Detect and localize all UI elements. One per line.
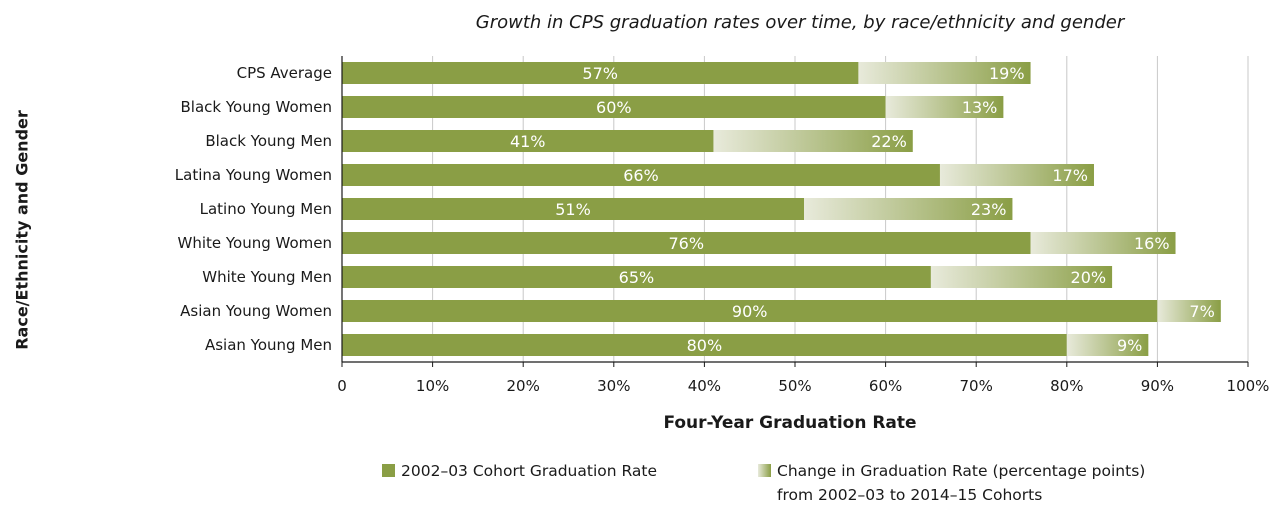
axes: 0 10% 20% 30% 40% 50% 60% 70% 80% 90% 100% CPS Aver… bbox=[175, 56, 1270, 395]
bar-base bbox=[342, 96, 886, 118]
bar-base bbox=[342, 232, 1031, 254]
data-label-base: 90% bbox=[732, 302, 768, 321]
data-label-change: 20% bbox=[1071, 268, 1107, 287]
bar-base bbox=[342, 266, 931, 288]
category-label: Latina Young Women bbox=[175, 166, 332, 184]
data-label-base: 65% bbox=[619, 268, 655, 287]
data-label-change: 19% bbox=[989, 64, 1025, 83]
x-tick-label: 60% bbox=[869, 377, 902, 395]
bar-change bbox=[713, 130, 913, 152]
bar-base bbox=[342, 164, 940, 186]
bar-change bbox=[939, 164, 1094, 186]
x-tick-label: 90% bbox=[1141, 377, 1174, 395]
data-label-change: 16% bbox=[1134, 234, 1170, 253]
data-label-base: 66% bbox=[623, 166, 659, 185]
category-label: Asian Young Women bbox=[180, 302, 332, 320]
data-label-base: 57% bbox=[582, 64, 618, 83]
data-label-change: 17% bbox=[1052, 166, 1088, 185]
legend-swatch-base bbox=[382, 464, 395, 477]
bar-base bbox=[342, 62, 859, 84]
x-axis-title: Four-Year Graduation Rate bbox=[663, 413, 917, 433]
x-tick-label: 30% bbox=[597, 377, 630, 395]
legend-label-change: Change in Graduation Rate (percentage po… bbox=[777, 462, 1146, 480]
data-label-base: 41% bbox=[510, 132, 546, 151]
bar-base bbox=[342, 300, 1158, 322]
data-label-base: 76% bbox=[668, 234, 704, 253]
bar-base bbox=[342, 198, 805, 220]
bar-base bbox=[342, 130, 714, 152]
data-label-base: 80% bbox=[687, 336, 723, 355]
bar-base bbox=[342, 334, 1067, 356]
category-label: Black Young Women bbox=[181, 98, 332, 116]
legend-item-change: Change in Graduation Rate (percentage po… bbox=[758, 459, 1145, 507]
legend-item-base: 2002–03 Cohort Graduation Rate bbox=[382, 459, 657, 483]
x-tick-label: 100% bbox=[1227, 377, 1270, 395]
category-label: White Young Women bbox=[177, 234, 332, 252]
bars: 57% 19% 60% 13% 41% 22% 66% 17% 51% 23% 76% 16% 65% 2… bbox=[342, 62, 1221, 356]
category-label: White Young Men bbox=[202, 268, 332, 286]
bar-change bbox=[1030, 232, 1176, 254]
bar-change bbox=[804, 198, 1013, 220]
data-label-change: 7% bbox=[1189, 302, 1214, 321]
data-label-change: 9% bbox=[1117, 336, 1142, 355]
category-label: Asian Young Men bbox=[205, 336, 332, 354]
category-label: CPS Average bbox=[237, 64, 332, 82]
x-tick-label: 10% bbox=[416, 377, 449, 395]
x-tick-label: 80% bbox=[1050, 377, 1083, 395]
data-label-base: 60% bbox=[596, 98, 632, 117]
x-tick-label: 20% bbox=[507, 377, 540, 395]
x-tick-label: 50% bbox=[778, 377, 811, 395]
legend-swatch-change bbox=[758, 464, 771, 477]
x-tick-label: 0 bbox=[337, 377, 347, 395]
bar-change bbox=[858, 62, 1031, 84]
data-label-base: 51% bbox=[555, 200, 591, 219]
data-label-change: 23% bbox=[971, 200, 1007, 219]
chart-title: Growth in CPS graduation rates over time… bbox=[475, 12, 1125, 33]
bar-change bbox=[1066, 334, 1149, 356]
x-tick-label: 40% bbox=[688, 377, 721, 395]
category-label: Latino Young Men bbox=[200, 200, 332, 218]
bar-change bbox=[1157, 300, 1221, 322]
x-tick-label: 70% bbox=[960, 377, 993, 395]
category-label: Black Young Men bbox=[205, 132, 332, 150]
data-label-change: 22% bbox=[871, 132, 907, 151]
legend-label-change-line2: from 2002–03 to 2014–15 Cohorts bbox=[777, 486, 1043, 504]
bar-change bbox=[885, 96, 1004, 118]
data-label-change: 13% bbox=[962, 98, 998, 117]
legend-label-base: 2002–03 Cohort Graduation Rate bbox=[401, 462, 658, 480]
bar-change bbox=[930, 266, 1113, 288]
